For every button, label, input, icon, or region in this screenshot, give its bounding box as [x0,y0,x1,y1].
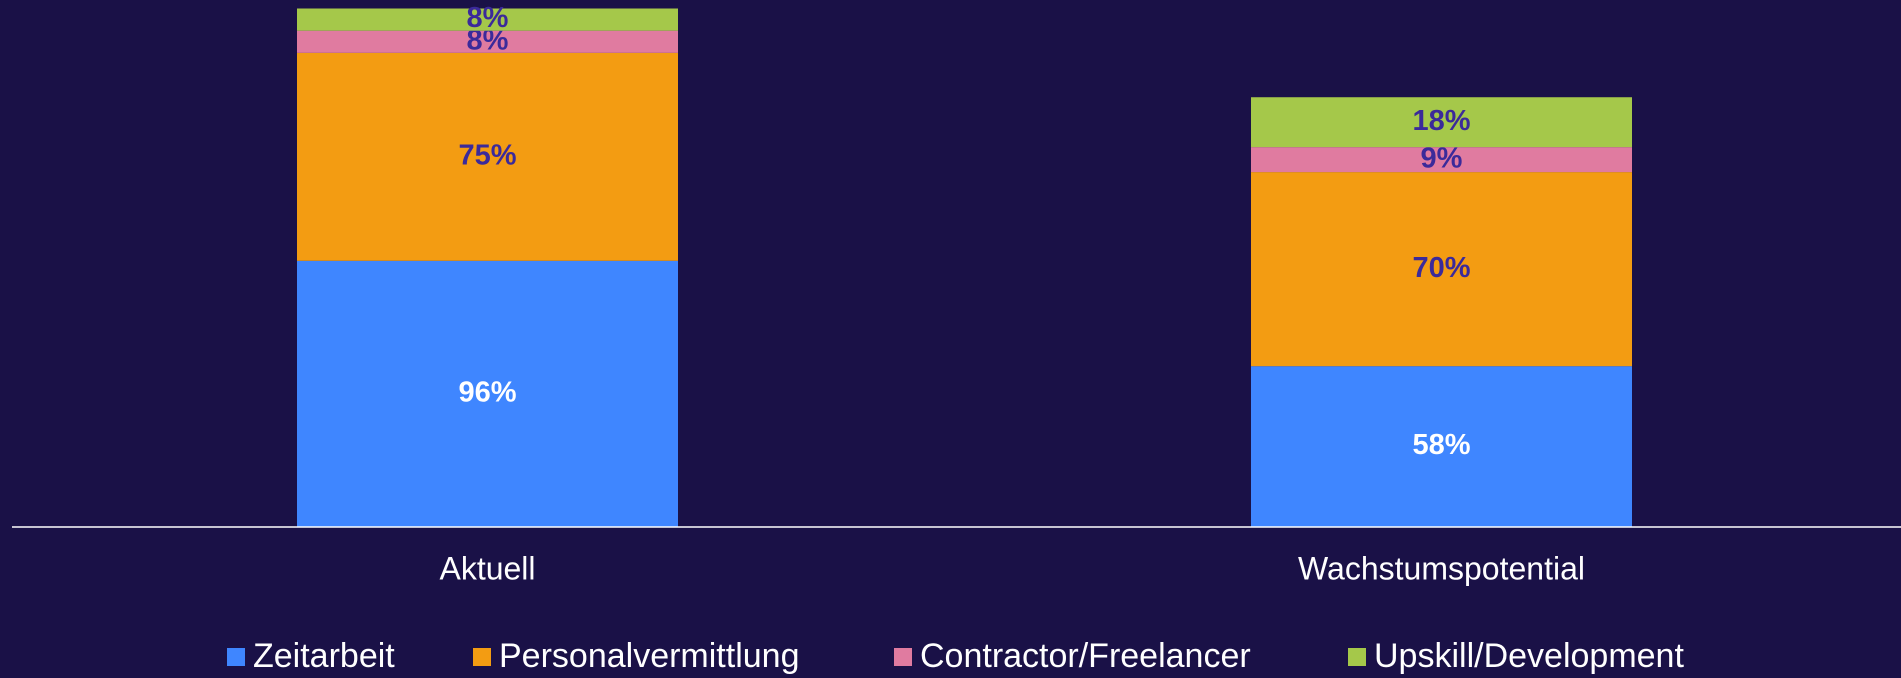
bar-segment [1251,147,1632,173]
data-label: 9% [1421,142,1463,174]
data-label: 58% [1412,429,1470,461]
data-label: 8% [467,2,509,34]
bar-segment [1251,366,1632,527]
data-label: 70% [1412,252,1470,284]
legend-swatch [894,648,912,666]
legend-label: Personalvermittlung [499,637,799,675]
bar-segment [297,8,678,31]
bar-segment [1251,172,1632,367]
data-label: 75% [458,139,516,171]
legend-label: Contractor/Freelancer [920,637,1251,675]
bar-segment [297,260,678,527]
bar-segment [297,30,678,53]
legend-swatch [1348,648,1366,666]
x-tick-label: Wachstumspotential [1298,550,1585,586]
legend-swatch [227,648,245,666]
legend-swatch [473,648,491,666]
data-label: 18% [1412,105,1470,137]
bar-segment [297,52,678,261]
data-label: 96% [458,377,516,409]
bar-segment [1251,97,1632,148]
legend-label: Upskill/Development [1374,637,1684,675]
x-tick-label: Aktuell [439,550,535,586]
legend-label: Zeitarbeit [253,637,395,675]
